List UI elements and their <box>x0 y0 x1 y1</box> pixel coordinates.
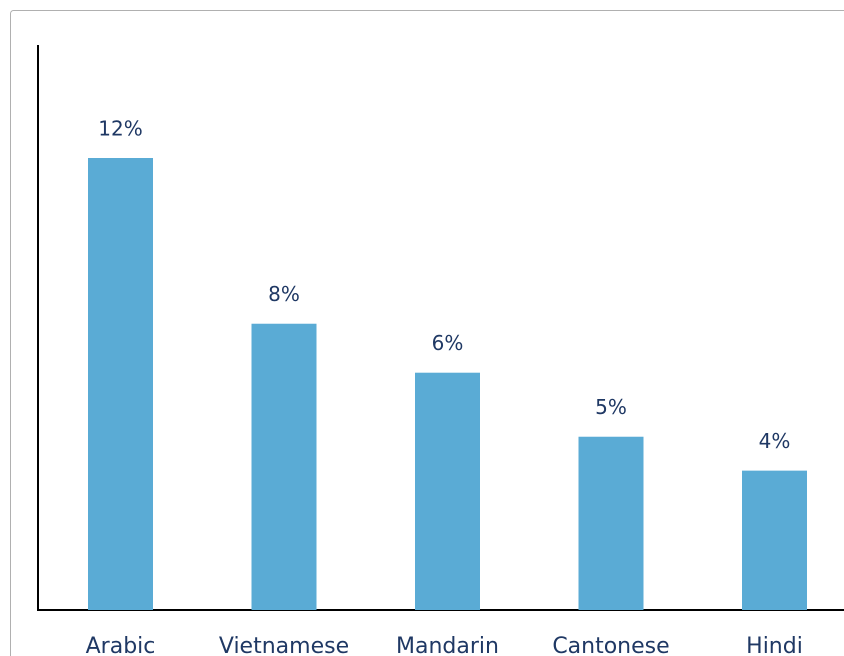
x-tick-label: Mandarin <box>396 634 499 656</box>
value-label: 12% <box>98 117 142 141</box>
frame <box>10 10 844 656</box>
bar <box>415 372 480 610</box>
bar <box>88 158 153 610</box>
x-tick-label: Hindi <box>746 634 803 656</box>
x-tick-label: Vietnamese <box>219 634 349 656</box>
x-tick-label: Cantonese <box>552 634 669 656</box>
bar <box>742 470 807 610</box>
bar <box>578 436 644 610</box>
x-tick-label: Arabic <box>86 634 156 656</box>
value-label: 6% <box>432 331 464 355</box>
value-label: 4% <box>759 429 791 453</box>
value-label: 8% <box>268 282 300 306</box>
bar <box>251 323 317 610</box>
value-label: 5% <box>595 395 627 419</box>
